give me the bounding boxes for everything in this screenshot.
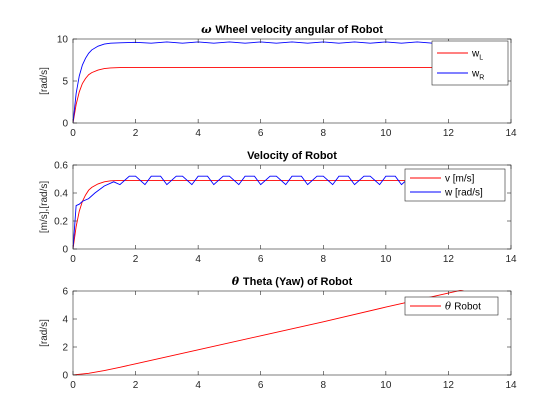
- x-tick-label: 0: [70, 254, 76, 265]
- chart-title: θ Theta (Yaw) of Robot: [232, 275, 353, 288]
- x-tick-label: 8: [321, 380, 327, 391]
- legend-name: v [m/s]: [445, 174, 475, 185]
- y-tick-label: 10: [57, 35, 69, 46]
- legend-subscript: R: [479, 75, 484, 82]
- x-tick-label: 4: [195, 254, 201, 265]
- legend-label: w [rad/s]: [444, 188, 483, 199]
- x-tick-label: 2: [133, 128, 139, 139]
- x-tick-label: 0: [70, 128, 76, 139]
- y-tick-label: 0.6: [54, 161, 68, 172]
- x-tick-label: 6: [258, 254, 264, 265]
- legend-box: [404, 168, 506, 202]
- y-tick-label: 0: [62, 119, 68, 130]
- x-tick-label: 4: [195, 380, 201, 391]
- y-tick-label: 4: [62, 315, 68, 326]
- x-tick-label: 14: [505, 128, 517, 139]
- y-axis-label: [m/s],[rad/s]: [39, 181, 50, 233]
- y-tick-label: 5: [62, 77, 68, 88]
- chart-3: 0 2 4 6 8 10 12 14 0 2 4 6 [rad/s] θ Theta (Yaw) of R…: [39, 275, 517, 391]
- series-line-1: [73, 66, 465, 123]
- legend-subscript: L: [479, 55, 483, 62]
- axes-box: [72, 290, 512, 376]
- legend-label: wL: [471, 49, 483, 62]
- x-tick-label: 12: [443, 380, 455, 391]
- legend-name: Robot: [454, 302, 481, 313]
- legend-label: θ Robot: [445, 302, 481, 313]
- legend-label: v [m/s]: [445, 174, 475, 185]
- legend-box: [404, 296, 499, 316]
- y-tick-label: 0.2: [54, 217, 68, 228]
- x-tick-label: 2: [133, 380, 139, 391]
- x-tick-label: 6: [258, 128, 264, 139]
- x-tick-label: 10: [380, 380, 392, 391]
- x-tick-label: 8: [321, 254, 327, 265]
- x-tick-label: 0: [70, 380, 76, 391]
- chart-title: Velocity of Robot: [247, 150, 337, 162]
- x-tick-label: 12: [443, 128, 455, 139]
- title-symbol: ω: [201, 23, 215, 36]
- x-tick-label: 10: [380, 254, 392, 265]
- legend-symbol: θ: [445, 302, 454, 313]
- chart-2: 0 2 4 6 8 10 12 14 0 0.2 0.4 0.6 [m/s],[rad/s] Veloci…: [39, 150, 517, 265]
- y-tick-label: 0.4: [54, 189, 68, 200]
- x-tick-label: 2: [133, 254, 139, 265]
- legend-label: wR: [471, 69, 484, 82]
- x-tick-label: 12: [443, 254, 455, 265]
- legend: θ Robot: [404, 296, 499, 316]
- legend-name: w: [471, 49, 480, 60]
- series-group: [73, 175, 465, 249]
- y-tick-label: 2: [62, 343, 68, 354]
- series-line-1: [73, 179, 465, 249]
- x-tick-label: 8: [321, 128, 327, 139]
- x-tick-label: 14: [505, 380, 517, 391]
- chart-1: 0 2 4 6 8 10 12 14 0 5 10 [rad/s] ω Wheel velocity a…: [39, 23, 517, 139]
- x-tick-label: 6: [258, 380, 264, 391]
- title-text: Wheel velocity angular of Robot: [215, 24, 383, 36]
- legend-name: w: [471, 69, 480, 80]
- legend: v [m/s] w [rad/s]: [404, 168, 506, 202]
- title-text: Theta (Yaw) of Robot: [243, 276, 353, 288]
- x-tick-label: 4: [195, 128, 201, 139]
- chart-title: ω Wheel velocity angular of Robot: [201, 23, 383, 36]
- series-group: [73, 41, 465, 123]
- series-group: [73, 290, 465, 375]
- title-symbol: θ: [232, 275, 243, 288]
- legend-box: [431, 40, 509, 86]
- series-line-1: [73, 290, 465, 375]
- axes-box: [72, 164, 512, 250]
- y-tick-label: 0: [62, 371, 68, 382]
- series-line-2: [73, 41, 465, 123]
- series-line-2: [73, 175, 409, 249]
- y-axis-label: [rad/s]: [39, 67, 50, 95]
- y-tick-label: 0: [62, 245, 68, 256]
- x-tick-label: 14: [505, 254, 517, 265]
- legend-name: w [rad/s]: [444, 188, 483, 199]
- y-axis-label: [rad/s]: [39, 319, 50, 347]
- title-text: Velocity of Robot: [247, 150, 337, 162]
- y-tick-label: 6: [62, 287, 68, 298]
- x-tick-label: 10: [380, 128, 392, 139]
